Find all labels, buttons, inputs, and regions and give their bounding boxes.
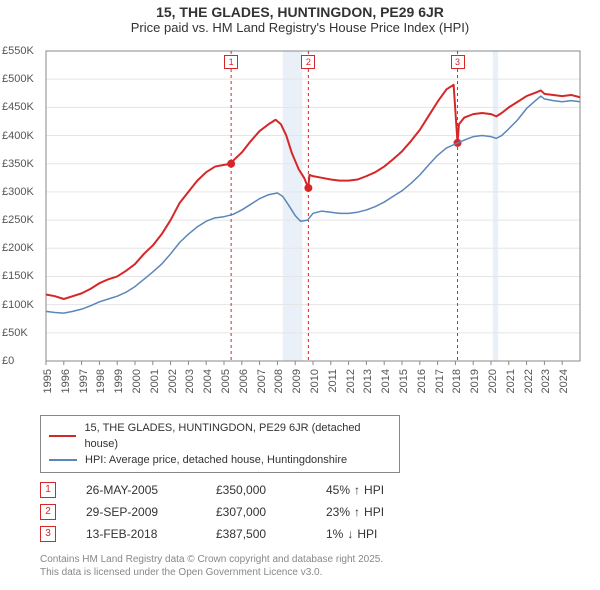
event-diff: 1% ↓ HPI (326, 523, 377, 545)
event-marker: 3 (451, 55, 465, 69)
event-diff-value: 1% (326, 527, 343, 541)
legend-row: 15, THE GLADES, HUNTINGDON, PE29 6JR (de… (49, 420, 391, 452)
x-tick-label: 2013 (362, 369, 374, 393)
x-tick-label: 2001 (149, 369, 161, 393)
x-tick-label: 2021 (505, 369, 517, 393)
x-tick-label: 2003 (184, 369, 196, 393)
x-tick-label: 2010 (309, 369, 321, 393)
event-diff: 23% ↑ HPI (326, 501, 384, 523)
copyright-line-1: Contains HM Land Registry data © Crown c… (40, 553, 580, 566)
arrow-icon: ↑ (354, 505, 360, 519)
legend-swatch (49, 435, 76, 437)
y-tick-label: £500K (2, 73, 42, 85)
event-number: 1 (40, 482, 56, 498)
y-tick-label: £100K (2, 299, 42, 311)
chart-svg (6, 39, 586, 409)
x-tick-label: 2024 (558, 369, 570, 393)
event-price: £387,500 (216, 523, 326, 545)
y-tick-label: £0 (2, 355, 42, 367)
event-date: 29-SEP-2009 (86, 501, 216, 523)
y-tick-label: £150K (2, 270, 42, 282)
x-tick-label: 1995 (42, 369, 54, 393)
x-tick-label: 2002 (167, 369, 179, 393)
event-diff: 45% ↑ HPI (326, 479, 384, 501)
event-marker: 2 (301, 55, 315, 69)
event-date: 26-MAY-2005 (86, 479, 216, 501)
arrow-icon: ↓ (347, 527, 353, 541)
x-tick-label: 2023 (540, 369, 552, 393)
event-diff-rel: HPI (364, 505, 384, 519)
legend-label: 15, THE GLADES, HUNTINGDON, PE29 6JR (de… (84, 420, 391, 452)
legend: 15, THE GLADES, HUNTINGDON, PE29 6JR (de… (40, 415, 400, 473)
x-tick-label: 2005 (220, 369, 232, 393)
y-tick-label: £250K (2, 214, 42, 226)
x-tick-label: 2007 (256, 369, 268, 393)
x-tick-label: 2015 (398, 369, 410, 393)
arrow-icon: ↑ (354, 483, 360, 497)
legend-label: HPI: Average price, detached house, Hunt… (85, 452, 347, 468)
event-row: 3 13-FEB-2018£387,5001% ↓ HPI (40, 523, 580, 545)
events-table: 1 26-MAY-2005£350,00045% ↑ HPI 2 29-SEP-2009£… (40, 479, 580, 545)
event-marker: 1 (224, 55, 238, 69)
x-tick-label: 2012 (345, 369, 357, 393)
x-tick-label: 2020 (487, 369, 499, 393)
main-title: 15, THE GLADES, HUNTINGDON, PE29 6JR (0, 4, 600, 20)
event-number: 3 (40, 526, 56, 542)
x-tick-label: 2014 (380, 369, 392, 393)
event-diff-rel: HPI (364, 483, 384, 497)
y-tick-label: £200K (2, 242, 42, 254)
legend-row: HPI: Average price, detached house, Hunt… (49, 452, 391, 468)
x-tick-label: 2011 (327, 369, 339, 393)
x-tick-label: 1999 (113, 369, 125, 393)
y-tick-label: £400K (2, 130, 42, 142)
x-tick-label: 2009 (291, 369, 303, 393)
y-tick-label: £300K (2, 186, 42, 198)
legend-swatch (49, 459, 77, 461)
event-price: £350,000 (216, 479, 326, 501)
x-tick-label: 2017 (434, 369, 446, 393)
x-tick-label: 2016 (416, 369, 428, 393)
y-tick-label: £550K (2, 45, 42, 57)
sub-title: Price paid vs. HM Land Registry's House … (0, 20, 600, 35)
x-tick-label: 1996 (60, 369, 72, 393)
x-tick-label: 2022 (523, 369, 535, 393)
y-tick-label: £50K (2, 327, 42, 339)
price-chart: £0£50K£100K£150K£200K£250K£300K£350K£400… (6, 39, 586, 409)
event-date: 13-FEB-2018 (86, 523, 216, 545)
event-row: 1 26-MAY-2005£350,00045% ↑ HPI (40, 479, 580, 501)
x-tick-label: 2018 (451, 369, 463, 393)
x-tick-label: 2008 (273, 369, 285, 393)
x-tick-label: 1998 (95, 369, 107, 393)
x-tick-label: 2019 (469, 369, 481, 393)
event-number: 2 (40, 504, 56, 520)
x-tick-label: 1997 (78, 369, 90, 393)
y-tick-label: £350K (2, 158, 42, 170)
event-diff-value: 45% (326, 483, 350, 497)
event-diff-rel: HPI (357, 527, 377, 541)
copyright-line-2: This data is licensed under the Open Gov… (40, 566, 580, 579)
x-tick-label: 2000 (131, 369, 143, 393)
copyright-notice: Contains HM Land Registry data © Crown c… (40, 553, 580, 579)
y-tick-label: £450K (2, 101, 42, 113)
event-price: £307,000 (216, 501, 326, 523)
x-tick-label: 2004 (202, 369, 214, 393)
event-diff-value: 23% (326, 505, 350, 519)
event-row: 2 29-SEP-2009£307,00023% ↑ HPI (40, 501, 580, 523)
x-tick-label: 2006 (238, 369, 250, 393)
